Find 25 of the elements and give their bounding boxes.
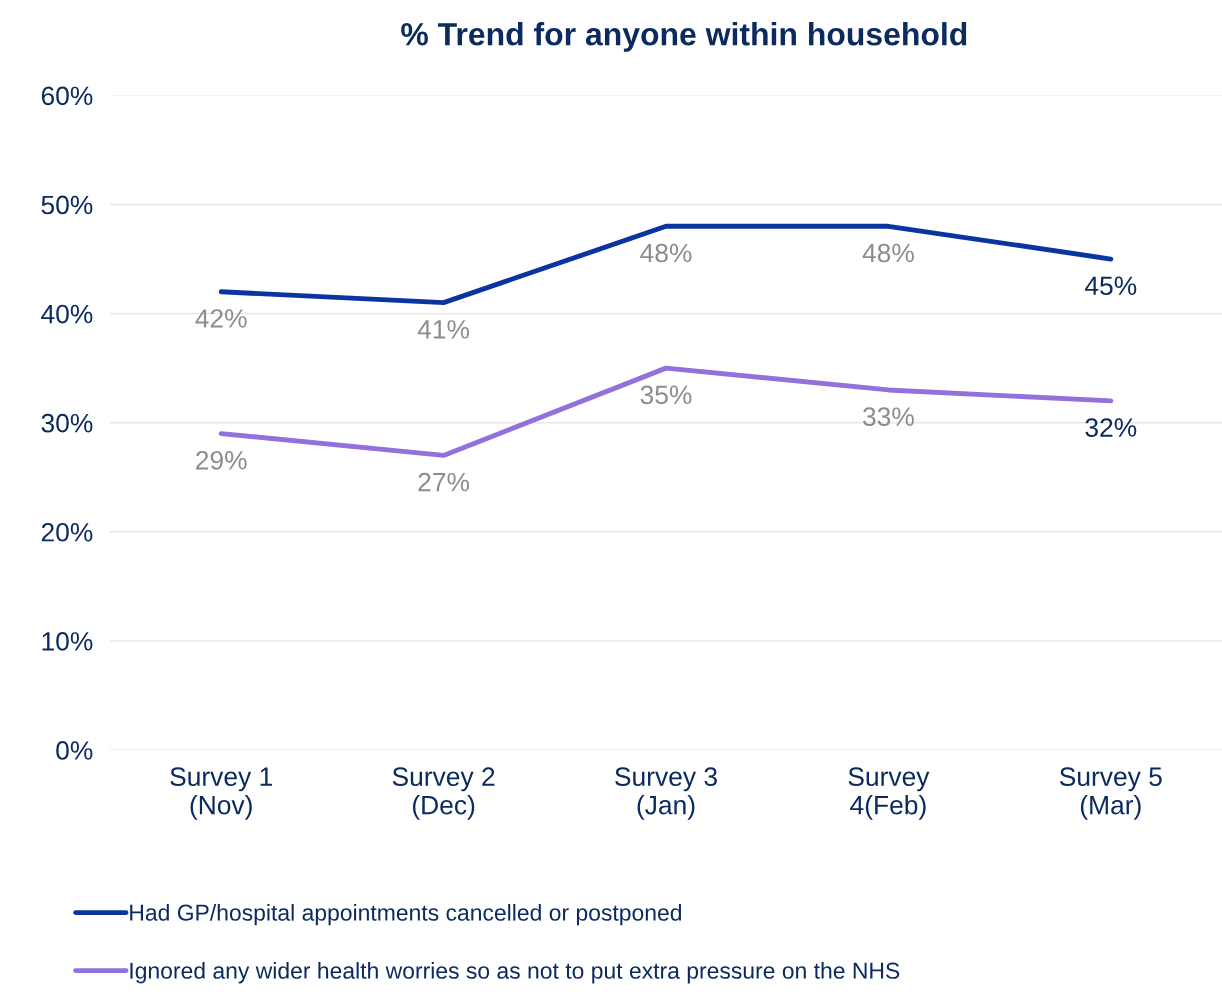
data-label: 35%: [640, 385, 692, 405]
legend-label: Had GP/hospital appointments cancelled or postponed: [130, 903, 682, 926]
x-tick-label: Survey 4(Feb): [848, 767, 930, 820]
legend-label: Ignored any wider health worries so as not to put extra pressure on the NHS: [130, 962, 900, 984]
data-label: 29%: [196, 450, 247, 470]
y-tick-label: 10%: [42, 632, 93, 651]
data-label: 45%: [1085, 276, 1137, 296]
x-tick-label: Survey 3 (Jan): [615, 767, 717, 820]
data-label: 42%: [195, 309, 247, 328]
x-tick-label: Survey 1 (Nov): [170, 767, 272, 820]
y-tick-label: 40%: [41, 304, 93, 324]
y-tick-label: 30%: [41, 413, 93, 433]
y-tick-label: 60%: [41, 86, 93, 106]
x-tick-label: Survey 5 (Mar): [1059, 767, 1162, 820]
data-label: 41%: [417, 320, 470, 339]
x-tick-label: Survey 2 (Dec): [392, 767, 495, 820]
data-label: 48%: [640, 243, 692, 263]
data-label: 27%: [418, 472, 470, 492]
data-label: 48%: [862, 243, 914, 263]
y-tick-label: 0%: [56, 741, 93, 760]
data-label: 32%: [1085, 418, 1137, 437]
data-label: 33%: [862, 407, 914, 426]
y-tick-label: 50%: [41, 195, 93, 215]
y-tick-label: 20%: [41, 522, 93, 542]
chart-title: % Trend for anyone within household: [401, 22, 967, 52]
